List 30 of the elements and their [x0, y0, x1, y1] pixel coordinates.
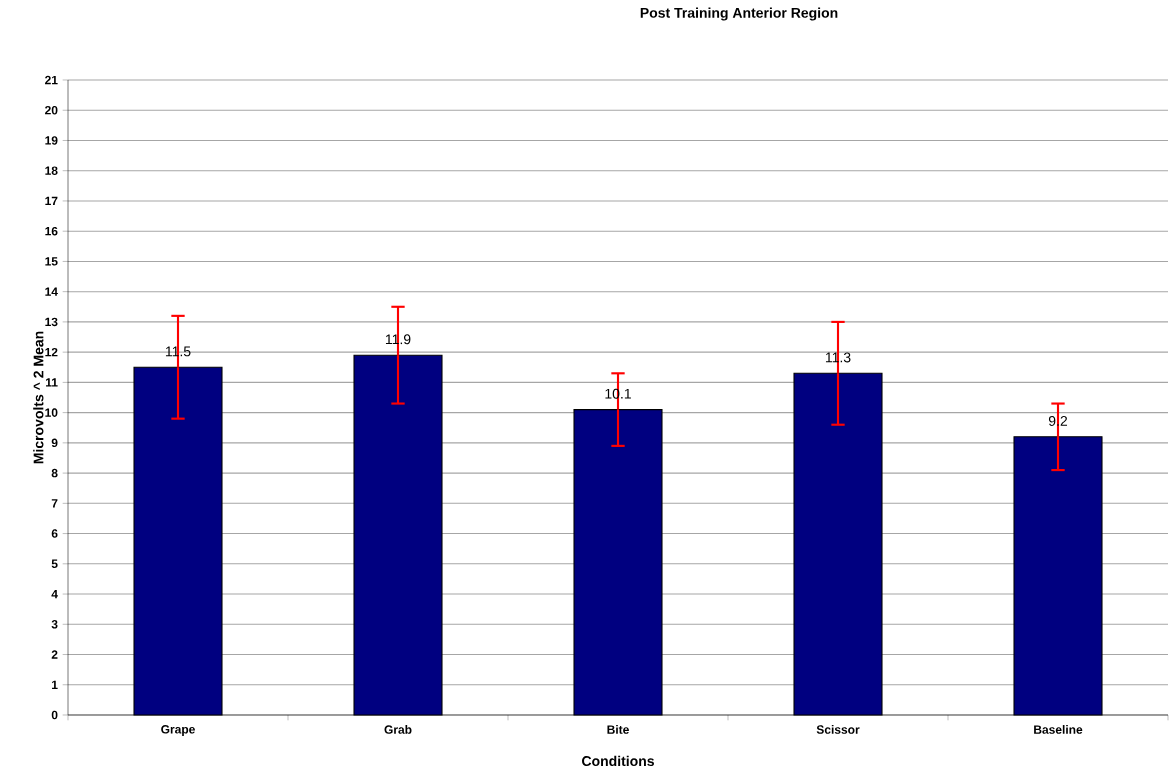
y-tick-label: 0 — [51, 710, 58, 720]
x-tick-label: Grape — [161, 725, 195, 736]
y-tick-label: 18 — [45, 166, 58, 175]
y-tick-label: 12 — [45, 347, 58, 357]
chart-title: Post Training Anterior Region — [640, 7, 838, 21]
y-tick-label: 21 — [45, 75, 58, 85]
y-tick-label: 1 — [52, 680, 58, 689]
x-tick-label: Grab — [384, 725, 412, 734]
y-tick-label: 15 — [45, 257, 58, 266]
y-tick-label: 3 — [51, 620, 58, 629]
y-tick-label: 13 — [45, 317, 58, 327]
y-tick-label: 6 — [51, 529, 58, 538]
x-axis-title: Conditions — [582, 755, 654, 767]
y-tick-label: 7 — [51, 499, 58, 508]
y-tick-label: 4 — [51, 589, 58, 599]
y-tick-label: 16 — [45, 226, 58, 236]
x-tick-label: Bite — [607, 725, 629, 734]
y-axis-title: Microvolts ^ 2 Mean — [33, 331, 44, 464]
y-tick-label: 11 — [46, 378, 58, 387]
y-tick-label: 17 — [45, 196, 58, 206]
x-tick-label: Scissor — [816, 725, 860, 734]
y-tick-label: 2 — [51, 650, 58, 659]
y-tick-label: 9 — [51, 438, 58, 448]
x-tick-label: Baseline — [1034, 725, 1083, 734]
y-tick-label: 19 — [45, 136, 58, 145]
y-tick-label: 14 — [45, 287, 58, 296]
y-tick-label: 8 — [51, 468, 58, 478]
y-tick-label: 10 — [45, 408, 58, 417]
y-tick-label: 5 — [51, 559, 58, 568]
y-tick-label: 20 — [45, 105, 58, 115]
